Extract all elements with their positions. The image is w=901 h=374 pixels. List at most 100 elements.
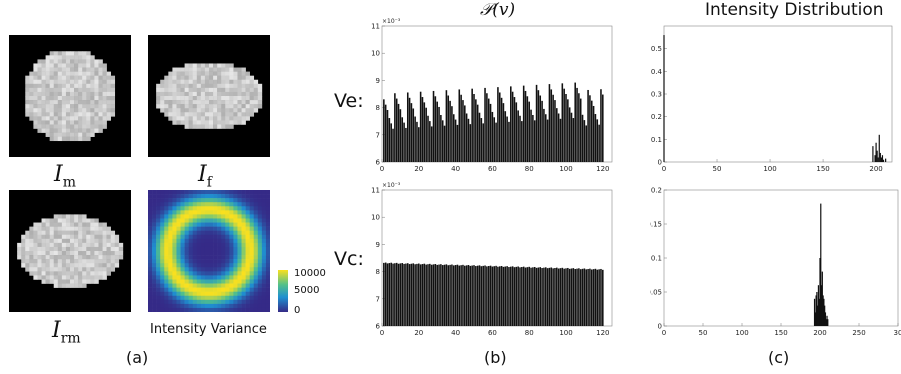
bar bbox=[454, 119, 457, 162]
bar bbox=[502, 103, 505, 162]
bar bbox=[383, 99, 385, 162]
bar bbox=[467, 118, 470, 162]
bar bbox=[489, 265, 492, 326]
bar bbox=[585, 269, 588, 326]
bar bbox=[535, 267, 538, 326]
bar bbox=[475, 99, 477, 162]
bar bbox=[537, 90, 540, 162]
caption-b: (b) bbox=[484, 348, 507, 367]
y-tick-label: 11 bbox=[371, 23, 380, 31]
bar bbox=[416, 121, 418, 162]
y-tick-label: 0.2 bbox=[651, 113, 662, 121]
bar bbox=[539, 267, 542, 326]
bar bbox=[395, 262, 398, 326]
bar bbox=[559, 118, 562, 162]
bar bbox=[478, 265, 481, 326]
bar bbox=[561, 83, 564, 162]
bar bbox=[443, 125, 446, 162]
bar bbox=[416, 263, 418, 326]
bar bbox=[537, 267, 540, 326]
bar bbox=[552, 268, 554, 326]
y-tick-label: 0.05 bbox=[650, 289, 662, 297]
bar bbox=[383, 262, 385, 326]
bar bbox=[469, 265, 472, 326]
bar bbox=[589, 95, 591, 162]
bar bbox=[556, 108, 558, 162]
bar bbox=[556, 267, 558, 326]
bar bbox=[410, 263, 413, 326]
bar bbox=[436, 101, 438, 162]
caption-c: (c) bbox=[768, 348, 790, 367]
bar bbox=[544, 267, 547, 326]
chart-ve-p: 6 7 8 9 10 11 0 20 40 60 80 100 120 ×10⁻³ bbox=[371, 18, 613, 173]
bar bbox=[554, 267, 556, 326]
bar bbox=[465, 265, 468, 326]
bar bbox=[568, 268, 571, 326]
bar bbox=[515, 266, 518, 326]
y-tick-label: 9 bbox=[376, 241, 380, 249]
bar bbox=[827, 319, 829, 326]
bar bbox=[449, 100, 451, 162]
x-tick-label: 250 bbox=[852, 329, 865, 337]
bar bbox=[819, 258, 821, 326]
bar bbox=[401, 117, 404, 162]
bar bbox=[875, 142, 877, 162]
bar bbox=[480, 118, 483, 162]
bar bbox=[500, 265, 503, 326]
bar bbox=[663, 35, 665, 162]
bar bbox=[388, 263, 391, 326]
bar bbox=[528, 266, 530, 326]
panel-a: Im If Irm Intensity Variance 10000 5000 … bbox=[0, 0, 326, 374]
bar bbox=[559, 268, 562, 326]
y-tick-label: 11 bbox=[371, 187, 380, 195]
bar bbox=[565, 268, 567, 326]
bar bbox=[552, 94, 554, 162]
bar bbox=[430, 264, 433, 326]
bar bbox=[484, 265, 486, 326]
bar bbox=[497, 266, 499, 326]
bar bbox=[567, 267, 569, 326]
bar bbox=[482, 265, 484, 326]
bar bbox=[486, 266, 488, 326]
bar bbox=[399, 109, 402, 162]
x-tick-label: 0 bbox=[380, 329, 384, 337]
bar bbox=[596, 269, 599, 326]
bar bbox=[412, 108, 415, 162]
bar bbox=[596, 119, 599, 162]
bar bbox=[397, 103, 400, 162]
bar bbox=[513, 267, 516, 326]
bar bbox=[445, 264, 448, 326]
bar bbox=[421, 97, 424, 162]
bar bbox=[384, 104, 387, 162]
y-multiplier: ×10⁻³ bbox=[382, 182, 401, 189]
bar bbox=[464, 265, 466, 326]
bar bbox=[511, 266, 514, 326]
colorbar-tick-10000: 10000 bbox=[294, 268, 326, 279]
bar bbox=[574, 82, 576, 162]
bar bbox=[451, 106, 453, 162]
x-tick-label: 80 bbox=[525, 165, 534, 173]
bar bbox=[524, 90, 527, 162]
bar bbox=[515, 102, 518, 162]
bar bbox=[502, 266, 505, 326]
bar bbox=[394, 263, 396, 326]
bar bbox=[445, 90, 448, 162]
bar bbox=[432, 264, 435, 326]
bar bbox=[449, 264, 451, 326]
x-tick-label: 20 bbox=[414, 165, 423, 173]
bar bbox=[881, 155, 884, 162]
x-tick-label: 60 bbox=[488, 165, 497, 173]
bar bbox=[526, 267, 529, 326]
x-tick-label: 50 bbox=[699, 329, 708, 337]
bar bbox=[576, 268, 578, 326]
bar bbox=[602, 94, 604, 162]
bar bbox=[434, 264, 437, 326]
bar bbox=[441, 120, 444, 162]
bar bbox=[489, 103, 492, 162]
bar bbox=[430, 126, 433, 162]
bar bbox=[541, 100, 543, 162]
bar bbox=[600, 89, 602, 162]
bar bbox=[452, 114, 455, 162]
bar bbox=[572, 268, 575, 326]
bar bbox=[581, 268, 584, 326]
